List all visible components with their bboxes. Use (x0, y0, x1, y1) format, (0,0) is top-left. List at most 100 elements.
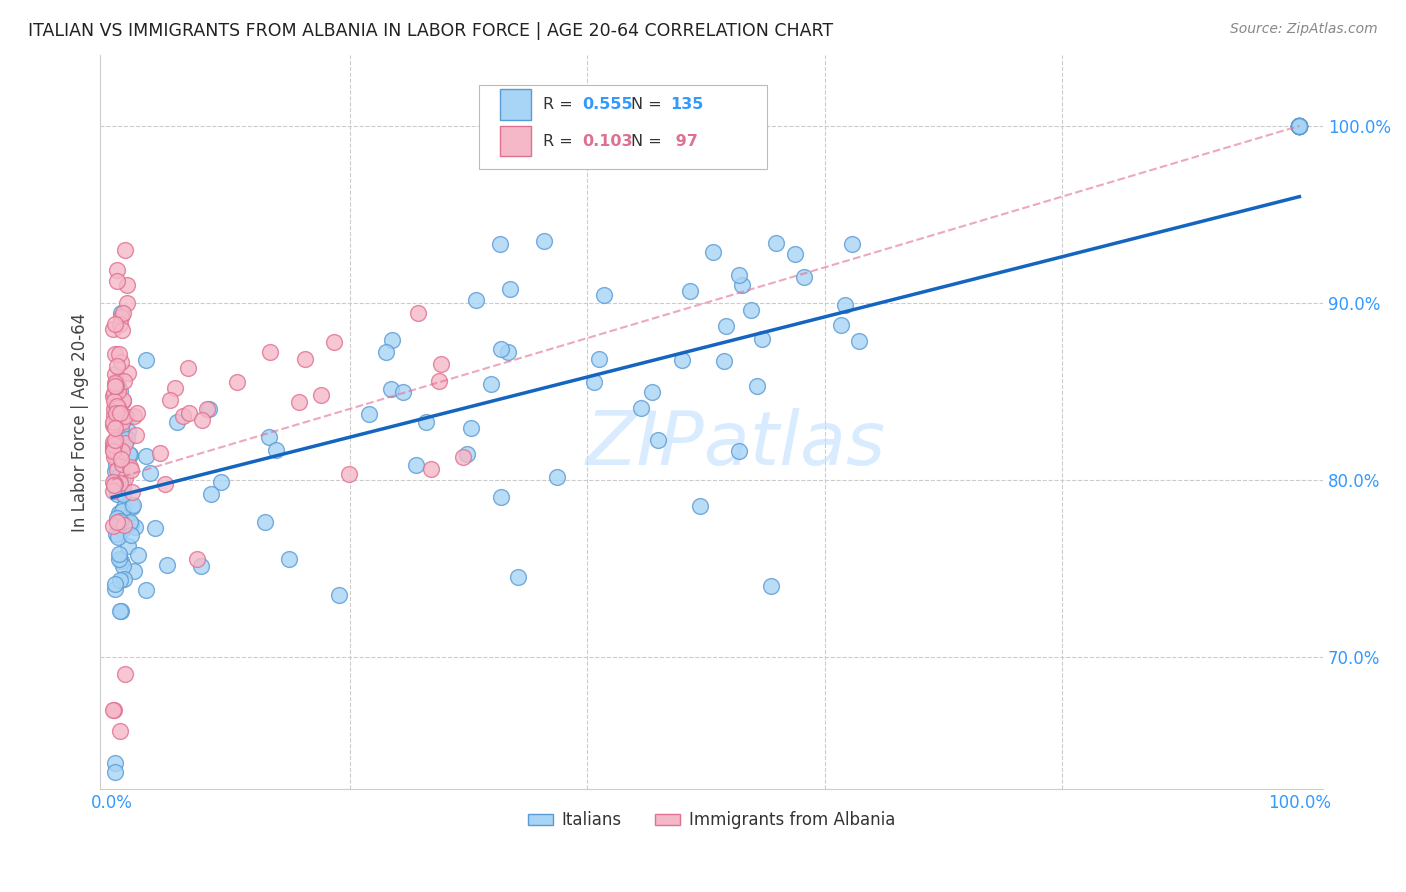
Point (225, 375, 247, 389)
Point (111, 478, 134, 492)
Point (108, 384, 131, 399)
Point (506, 570, 529, 584)
Point (107, 530, 129, 544)
Point (103, 450, 125, 465)
Text: Source: ZipAtlas.com: Source: ZipAtlas.com (1230, 22, 1378, 37)
Point (380, 383, 402, 397)
Point (155, 558, 177, 573)
Point (111, 503, 134, 517)
Point (143, 521, 166, 535)
Point (731, 278, 754, 293)
Point (103, 376, 125, 391)
Point (101, 439, 124, 453)
Point (104, 433, 127, 447)
Point (107, 384, 129, 399)
Point (391, 385, 413, 400)
Text: ZIPatlas: ZIPatlas (586, 409, 886, 480)
Point (841, 237, 863, 252)
Point (103, 477, 125, 491)
Point (104, 756, 127, 770)
Y-axis label: In Labor Force | Age 20-64: In Labor Force | Age 20-64 (72, 312, 89, 532)
Point (1288, 119, 1310, 133)
Point (104, 476, 127, 491)
Point (122, 499, 145, 513)
Point (488, 236, 510, 251)
Text: N =: N = (631, 97, 666, 112)
Point (1288, 119, 1310, 133)
Point (114, 243, 136, 257)
Point (546, 470, 568, 484)
Point (117, 410, 139, 425)
Point (104, 582, 127, 596)
Point (374, 344, 396, 359)
Point (104, 448, 127, 462)
Point (112, 469, 135, 483)
Text: R =: R = (543, 97, 578, 112)
Point (112, 374, 135, 388)
Text: N =: N = (631, 134, 666, 149)
Point (406, 306, 429, 320)
Point (110, 310, 132, 324)
Point (759, 579, 782, 593)
Point (114, 409, 136, 423)
Point (111, 415, 134, 429)
Point (112, 500, 135, 514)
Point (1288, 119, 1310, 133)
Point (328, 588, 350, 602)
Point (793, 270, 815, 285)
Point (111, 523, 134, 537)
Point (630, 401, 652, 416)
Point (420, 462, 443, 476)
Point (1288, 119, 1310, 133)
Point (105, 511, 128, 525)
Point (103, 444, 125, 458)
Point (159, 393, 181, 408)
Point (415, 415, 437, 429)
Point (104, 764, 127, 779)
Point (496, 344, 519, 359)
Point (104, 464, 127, 478)
Point (322, 335, 344, 350)
Point (647, 433, 669, 447)
Point (200, 487, 222, 501)
Point (702, 244, 724, 259)
Point (111, 455, 134, 469)
Point (429, 374, 451, 388)
Point (105, 274, 128, 288)
Point (1288, 119, 1310, 133)
Point (311, 388, 333, 402)
Text: R =: R = (543, 134, 578, 149)
Point (104, 399, 127, 413)
Point (533, 234, 555, 248)
Point (124, 520, 146, 534)
Point (114, 436, 136, 450)
Point (122, 409, 145, 423)
Point (108, 507, 131, 521)
Point (122, 564, 145, 578)
Point (381, 333, 404, 347)
Point (112, 518, 135, 533)
Point (101, 322, 124, 336)
Point (1288, 119, 1310, 133)
Point (479, 377, 502, 392)
Point (111, 559, 134, 574)
Point (104, 474, 127, 488)
Point (103, 386, 125, 401)
Legend: Italians, Immigrants from Albania: Italians, Immigrants from Albania (522, 805, 901, 836)
Point (115, 278, 138, 293)
Point (278, 552, 301, 566)
Point (117, 424, 139, 438)
Point (110, 554, 132, 568)
Point (135, 583, 157, 598)
Point (253, 516, 276, 530)
Point (112, 306, 135, 320)
Point (101, 442, 124, 456)
Point (110, 604, 132, 618)
Point (190, 559, 212, 574)
Point (107, 551, 129, 566)
Point (114, 429, 136, 443)
Point (740, 303, 762, 318)
Point (103, 378, 125, 392)
Point (108, 406, 131, 420)
Point (465, 293, 488, 307)
